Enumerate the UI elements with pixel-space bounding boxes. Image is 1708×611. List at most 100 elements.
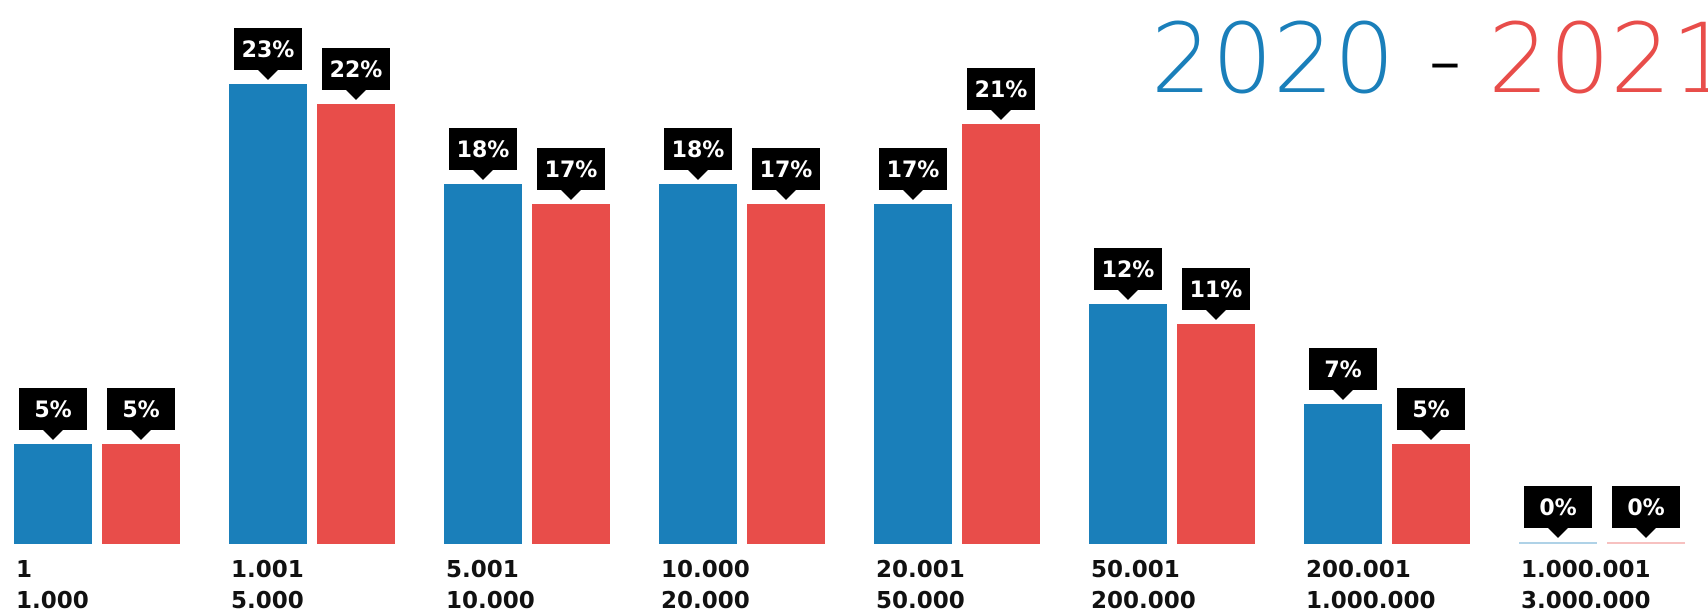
category-label-1-line-1: 1: [16, 557, 32, 583]
data-label-2020-6: 12%: [1094, 248, 1162, 300]
data-label-pointer: [1333, 390, 1353, 400]
bar-2020-5: [874, 204, 952, 544]
data-label-box: [1612, 486, 1680, 528]
data-label-2021-4: 17%: [752, 148, 820, 200]
bar-2021-7: [1392, 444, 1470, 544]
category-label-3-line-2: 10.000: [446, 588, 535, 611]
data-label-pointer: [1421, 430, 1441, 440]
category-label-3-line-1: 5.001: [446, 557, 519, 583]
title-year-2020: 2020: [1151, 3, 1395, 115]
data-label-pointer: [258, 70, 278, 80]
category-label-6-line-1: 50.001: [1091, 557, 1180, 583]
data-label-text: 17%: [760, 158, 813, 183]
data-label-pointer: [346, 90, 366, 100]
bar-2021-2: [317, 104, 395, 544]
bar-2020-6: [1089, 304, 1167, 544]
data-label-pointer: [776, 190, 796, 200]
data-label-box: [1309, 348, 1377, 390]
data-label-text: 5%: [34, 398, 71, 423]
bar-2020-3: [444, 184, 522, 544]
data-label-text: 7%: [1324, 358, 1361, 383]
category-label-2-line-1: 1.001: [231, 557, 304, 583]
category-label-5-line-1: 20.001: [876, 557, 965, 583]
data-label-box: [1182, 268, 1250, 310]
data-label-text: 23%: [242, 38, 295, 63]
data-label-box: [19, 388, 87, 430]
data-label-box: [322, 48, 390, 90]
data-label-2020-3: 18%: [449, 128, 517, 180]
data-label-box: [1094, 248, 1162, 290]
data-label-text: 17%: [887, 158, 940, 183]
chart-title: 2020 - 2021: [1151, 3, 1708, 115]
bar-2021-4: [747, 204, 825, 544]
bar-2020-7: [1304, 404, 1382, 544]
data-label-pointer: [473, 170, 493, 180]
category-label-4-line-2: 20.000: [661, 588, 750, 611]
title-year-2021: 2021: [1488, 3, 1708, 115]
data-label-box: [234, 28, 302, 70]
data-label-2020-5: 17%: [879, 148, 947, 200]
bar-2020-4: [659, 184, 737, 544]
data-label-pointer: [131, 430, 151, 440]
data-label-text: 11%: [1190, 278, 1243, 303]
data-label-text: 21%: [975, 78, 1028, 103]
data-label-box: [752, 148, 820, 190]
category-label-7-line-2: 1.000.000: [1306, 588, 1436, 611]
data-label-box: [107, 388, 175, 430]
data-label-text: 0%: [1539, 496, 1576, 521]
data-label-pointer: [991, 110, 1011, 120]
data-label-box: [879, 148, 947, 190]
data-label-2020-1: 5%: [19, 388, 87, 440]
category-label-8-line-1: 1.000.001: [1521, 557, 1651, 583]
data-label-2021-3: 17%: [537, 148, 605, 200]
data-label-pointer: [561, 190, 581, 200]
bar-2020-1: [14, 444, 92, 544]
data-label-2020-7: 7%: [1309, 348, 1377, 400]
bar-2020-8: [1519, 542, 1597, 544]
bar-2021-1: [102, 444, 180, 544]
data-label-2020-8: 0%: [1524, 486, 1592, 538]
data-label-2021-7: 5%: [1397, 388, 1465, 440]
bar-2020-2: [229, 84, 307, 544]
data-label-text: 5%: [122, 398, 159, 423]
data-label-pointer: [43, 430, 63, 440]
data-label-box: [664, 128, 732, 170]
bar-2021-3: [532, 204, 610, 544]
data-label-2021-6: 11%: [1182, 268, 1250, 320]
data-label-box: [1524, 486, 1592, 528]
data-label-text: 0%: [1627, 496, 1664, 521]
data-label-text: 18%: [457, 138, 510, 163]
data-label-2020-4: 18%: [664, 128, 732, 180]
data-label-2021-8: 0%: [1612, 486, 1680, 538]
data-label-text: 5%: [1412, 398, 1449, 423]
data-label-text: 18%: [672, 138, 725, 163]
data-label-2021-5: 21%: [967, 68, 1035, 120]
bar-2021-5: [962, 124, 1040, 544]
bar-2021-8: [1607, 542, 1685, 544]
data-label-pointer: [1118, 290, 1138, 300]
data-label-box: [537, 148, 605, 190]
category-label-4-line-1: 10.000: [661, 557, 750, 583]
data-label-2021-1: 5%: [107, 388, 175, 440]
category-labels-layer: 1 1.000 1.001 5.000 5.001 10.000 10.000 20.000 2…: [16, 557, 1651, 611]
data-label-pointer: [1636, 528, 1656, 538]
category-label-6-line-2: 200.000: [1091, 588, 1196, 611]
bar-2021-6: [1177, 324, 1255, 544]
data-label-text: 12%: [1102, 258, 1155, 283]
data-label-text: 17%: [545, 158, 598, 183]
category-label-1-line-2: 1.000: [16, 588, 89, 611]
data-label-pointer: [688, 170, 708, 180]
data-label-box: [967, 68, 1035, 110]
data-label-pointer: [903, 190, 923, 200]
data-label-box: [1397, 388, 1465, 430]
data-label-pointer: [1548, 528, 1568, 538]
data-label-box: [449, 128, 517, 170]
data-label-2021-2: 22%: [322, 48, 390, 100]
title-separator: -: [1428, 3, 1463, 115]
bars-layer: [14, 84, 1685, 544]
data-label-text: 22%: [330, 58, 383, 83]
data-labels-layer: 5% 5% 23% 22% 18% 17% 18% 17% 17% 21% 12% 11% 7% 5% 0%…: [19, 28, 1680, 538]
category-label-8-line-2: 3.000.000: [1521, 588, 1651, 611]
data-label-2020-2: 23%: [234, 28, 302, 80]
